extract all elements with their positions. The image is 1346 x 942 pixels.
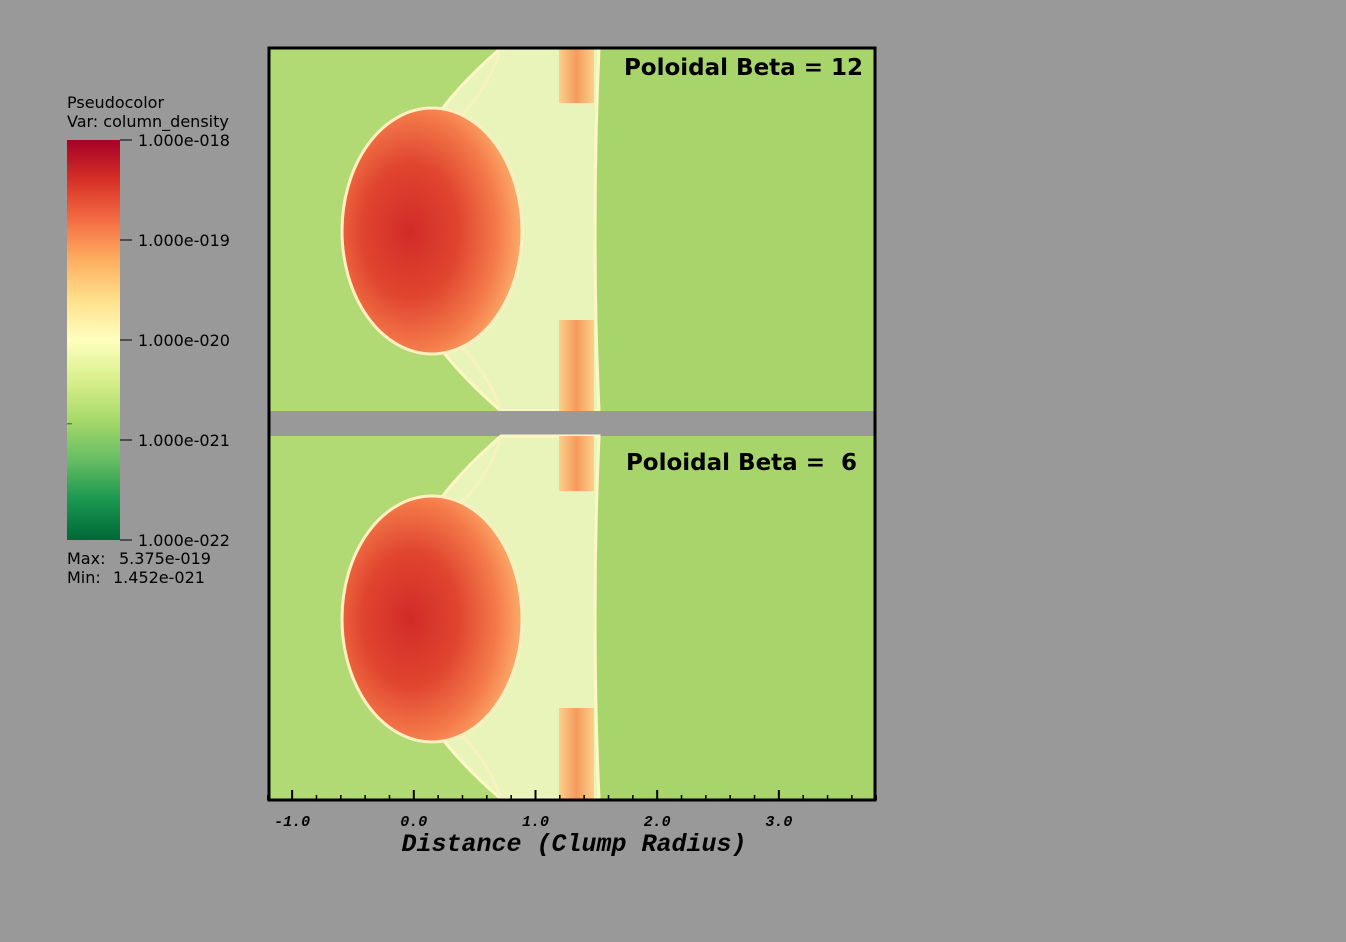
colorbar-tick-label: 1.000e-018 bbox=[138, 131, 230, 150]
x-tick-label: -1.0 bbox=[274, 814, 310, 831]
panel-label: Poloidal Beta = 6 bbox=[626, 450, 857, 476]
panel-top bbox=[267, 46, 877, 413]
panel-bottom bbox=[267, 434, 877, 801]
panel-label: Poloidal Beta = 12 bbox=[624, 55, 863, 81]
x-tick-label: 0.0 bbox=[400, 814, 427, 831]
min-label: Min: bbox=[67, 568, 101, 587]
colorbar-tick-label: 1.000e-020 bbox=[138, 331, 230, 350]
colorbar bbox=[67, 140, 120, 540]
colorbar-tick-label: 1.000e-022 bbox=[138, 531, 230, 550]
x-tick-label: 1.0 bbox=[522, 814, 549, 831]
min-value: 1.452e-021 bbox=[113, 568, 205, 587]
x-tick-label: 3.0 bbox=[765, 814, 792, 831]
panel-gap bbox=[269, 411, 875, 436]
legend-variable: Var: column_density bbox=[67, 112, 229, 132]
x-axis-label: Distance (Clump Radius) bbox=[401, 830, 746, 859]
legend-title: Pseudocolor bbox=[67, 93, 164, 112]
max-value: 5.375e-019 bbox=[119, 549, 211, 568]
max-label: Max: bbox=[67, 549, 105, 568]
x-tick-label: 2.0 bbox=[644, 814, 671, 831]
colorbar-tick-label: 1.000e-021 bbox=[138, 431, 230, 450]
plot-frame bbox=[267, 46, 877, 802]
colorbar-tick-label: 1.000e-019 bbox=[138, 231, 230, 250]
